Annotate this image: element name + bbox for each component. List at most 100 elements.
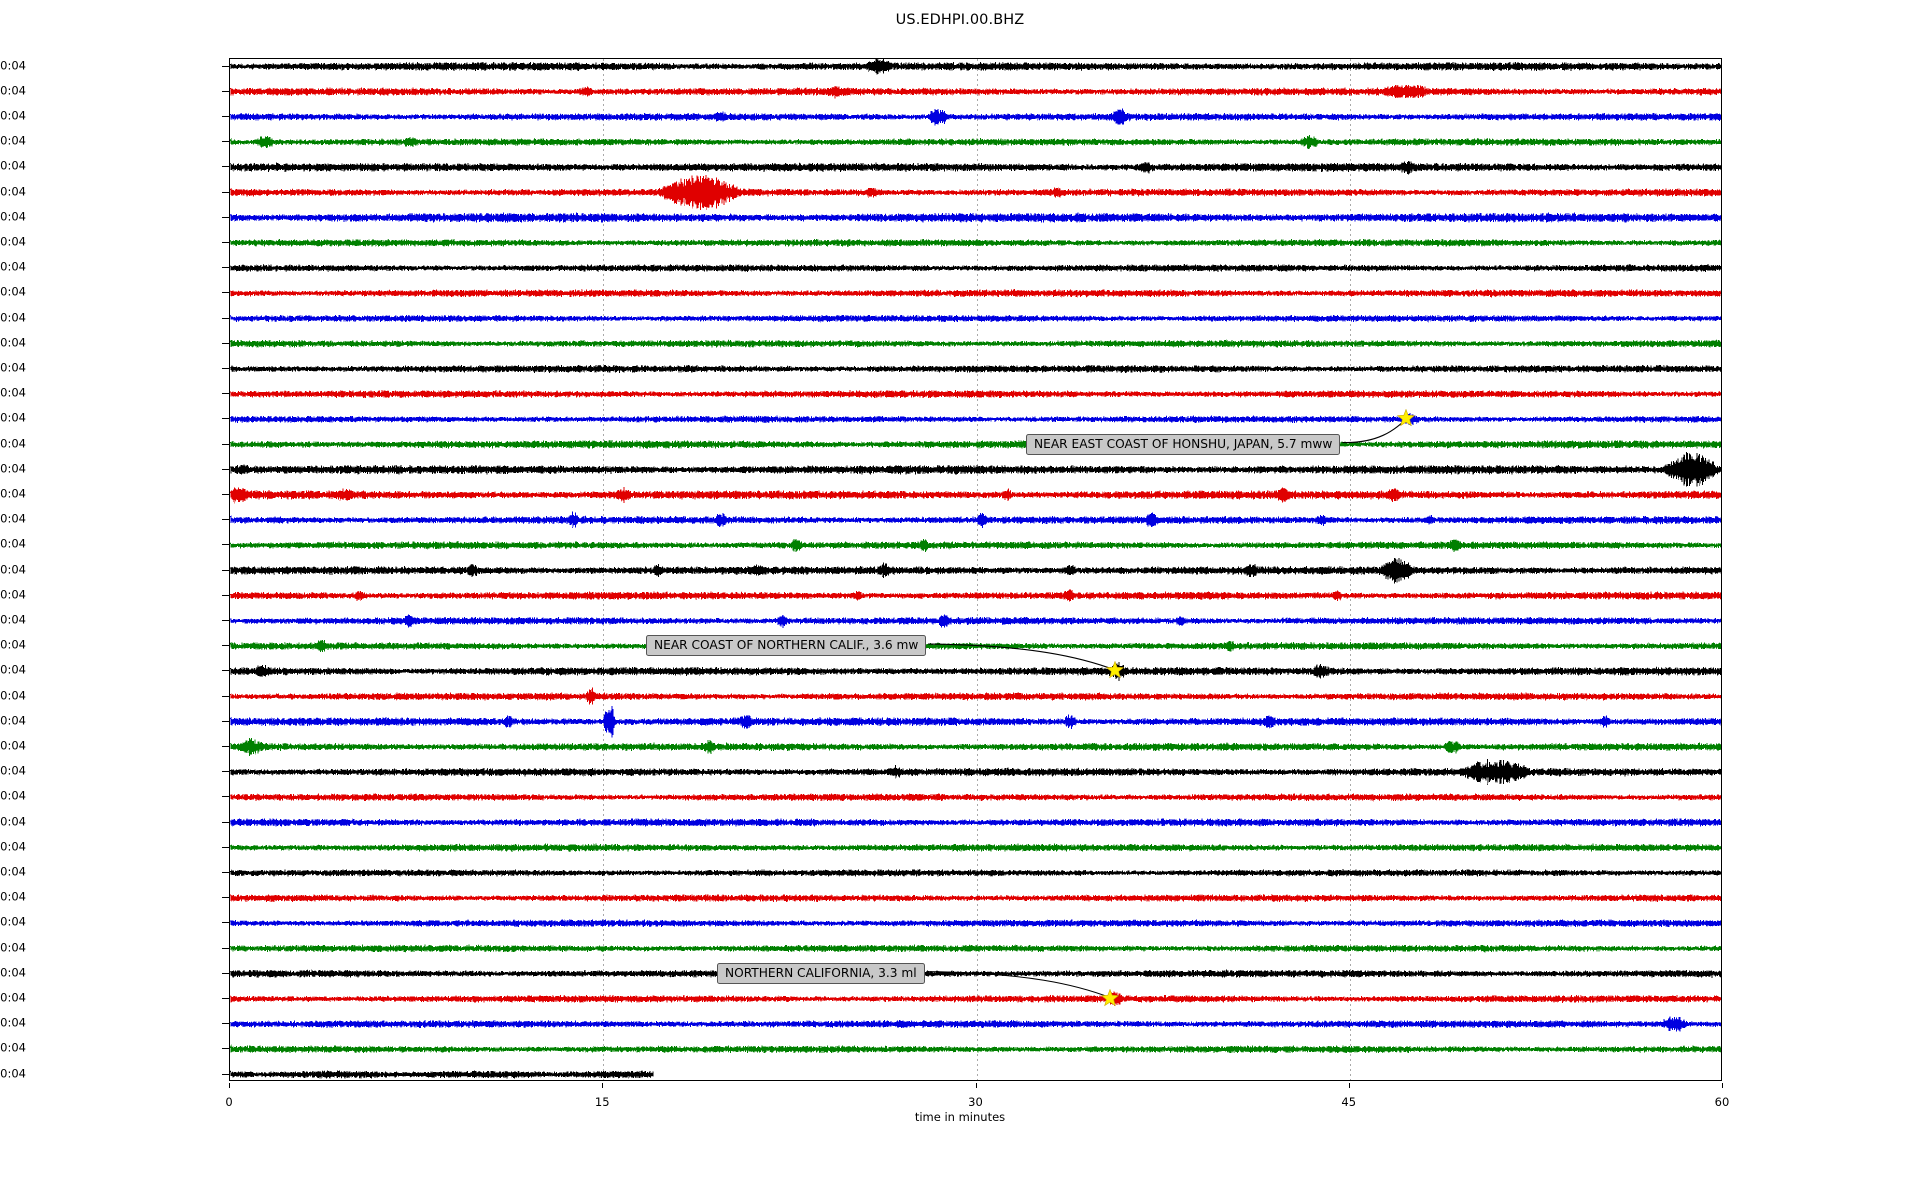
seismic-traces [230, 59, 1721, 1080]
y-tick-mark [222, 947, 229, 949]
y-tick-mark [222, 972, 229, 974]
trace-line [230, 314, 1721, 323]
trace-line [230, 212, 1721, 223]
trace-line [230, 264, 1721, 273]
y-tick-label: 13:00:04 [0, 990, 26, 1005]
trace-line [230, 969, 1721, 978]
y-tick-mark [222, 544, 229, 546]
y-tick-label: 16:00:04 [0, 1065, 26, 1080]
event-label: NEAR COAST OF NORTHERN CALIF., 3.6 mw [646, 635, 927, 657]
y-tick-mark [222, 670, 229, 672]
trace-line [230, 1044, 1721, 1054]
y-tick-mark [222, 317, 229, 319]
y-tick-mark [222, 745, 229, 747]
y-tick-mark [222, 519, 229, 521]
y-tick-mark [222, 267, 229, 269]
event-label: NEAR EAST COAST OF HONSHU, JAPAN, 5.7 mw… [1026, 433, 1341, 455]
y-tick-mark [222, 342, 229, 344]
y-tick-label: 17:00:04 [0, 486, 26, 501]
y-tick-label: 08:00:04 [0, 864, 26, 879]
page-title: US.EDHPI.00.BHZ [895, 12, 1025, 28]
trace-line [230, 59, 1721, 75]
trace-line [230, 413, 1721, 426]
y-tick-label: 06:00:04 [0, 208, 26, 223]
x-tick-mark [229, 1083, 230, 1088]
y-tick-label: 16:00:04 [0, 460, 26, 475]
x-tick-label: 45 [1341, 1095, 1357, 1109]
y-tick-label: 07:00:04 [0, 234, 26, 249]
y-tick-label: 05:00:04 [0, 788, 26, 803]
y-tick-mark [222, 695, 229, 697]
y-tick-mark [222, 922, 229, 924]
trace-line [230, 135, 1721, 150]
y-tick-mark [222, 90, 229, 92]
x-axis-title: time in minutes [914, 1110, 1006, 1124]
y-tick-label: 07:00:04 [0, 838, 26, 853]
y-tick-label: 03:00:04 [0, 738, 26, 753]
y-tick-label: 14:00:04 [0, 1015, 26, 1030]
y-tick-label: 21:00:04 [0, 586, 26, 601]
trace-line [230, 894, 1721, 903]
y-tick-mark [222, 166, 229, 168]
y-tick-mark [222, 468, 229, 470]
trace-line [230, 289, 1721, 298]
trace-line [230, 339, 1721, 348]
y-tick-mark [222, 292, 229, 294]
trace-line [230, 614, 1721, 628]
y-tick-mark [222, 569, 229, 571]
x-tick-label: 30 [968, 1095, 983, 1109]
y-tick-mark [222, 367, 229, 369]
y-tick-mark [222, 216, 229, 218]
y-tick-mark [222, 241, 229, 243]
y-tick-label: 03:00:04 [0, 133, 26, 148]
y-tick-mark [222, 393, 229, 395]
trace-line [230, 486, 1721, 504]
y-tick-label: 04:00:04 [0, 158, 26, 173]
event-label: NORTHERN CALIFORNIA, 3.3 ml [717, 962, 925, 984]
trace-line [230, 944, 1721, 953]
y-tick-mark [222, 771, 229, 773]
y-tick-label: 04:00:04 [0, 763, 26, 778]
y-tick-label: 12:00:04 [0, 360, 26, 375]
y-tick-mark [222, 897, 229, 899]
y-tick-mark [222, 720, 229, 722]
y-tick-mark [222, 418, 229, 420]
y-tick-label: 10:00:04 [0, 309, 26, 324]
x-tick-mark [602, 1083, 604, 1088]
y-tick-mark [222, 796, 229, 798]
y-tick-mark [222, 871, 229, 873]
trace-line [230, 538, 1721, 553]
y-tick-mark [222, 594, 229, 596]
y-tick-label: 08:00:04 [0, 259, 26, 274]
trace-line [230, 238, 1721, 247]
y-tick-mark [222, 821, 229, 823]
trace-line [230, 108, 1721, 126]
trace-line [230, 511, 1721, 529]
trace-line [230, 160, 1721, 175]
trace-line [230, 843, 1721, 852]
y-tick-mark [222, 1048, 229, 1050]
trace-line [230, 364, 1721, 373]
trace-line [230, 737, 1721, 757]
x-tick-label: 15 [594, 1095, 610, 1109]
y-tick-label: 13:00:04 [0, 385, 26, 400]
y-tick-label: 11:00:04 [0, 334, 26, 349]
y-tick-mark [222, 493, 229, 495]
trace-line [230, 706, 1721, 738]
y-tick-mark [222, 997, 229, 999]
trace-line [230, 662, 1721, 682]
y-tick-label: 09:00:04 [0, 284, 26, 299]
y-tick-label: 19:00:04 [0, 536, 26, 551]
y-tick-label: 00:00:04 [0, 662, 26, 677]
trace-line [230, 869, 1721, 877]
y-tick-label: 01:00:04 [0, 687, 26, 702]
x-tick-label: 60 [1714, 1095, 1730, 1109]
y-tick-label: 01:00:04 [0, 82, 26, 97]
trace-line [230, 438, 1721, 450]
y-tick-label: 22:00:04 [0, 612, 26, 627]
trace-line [230, 558, 1721, 584]
y-tick-label: 00:00:04 [0, 57, 26, 72]
x-tick-mark [975, 1083, 977, 1088]
y-tick-mark [222, 1073, 229, 1075]
trace-line [230, 919, 1721, 928]
